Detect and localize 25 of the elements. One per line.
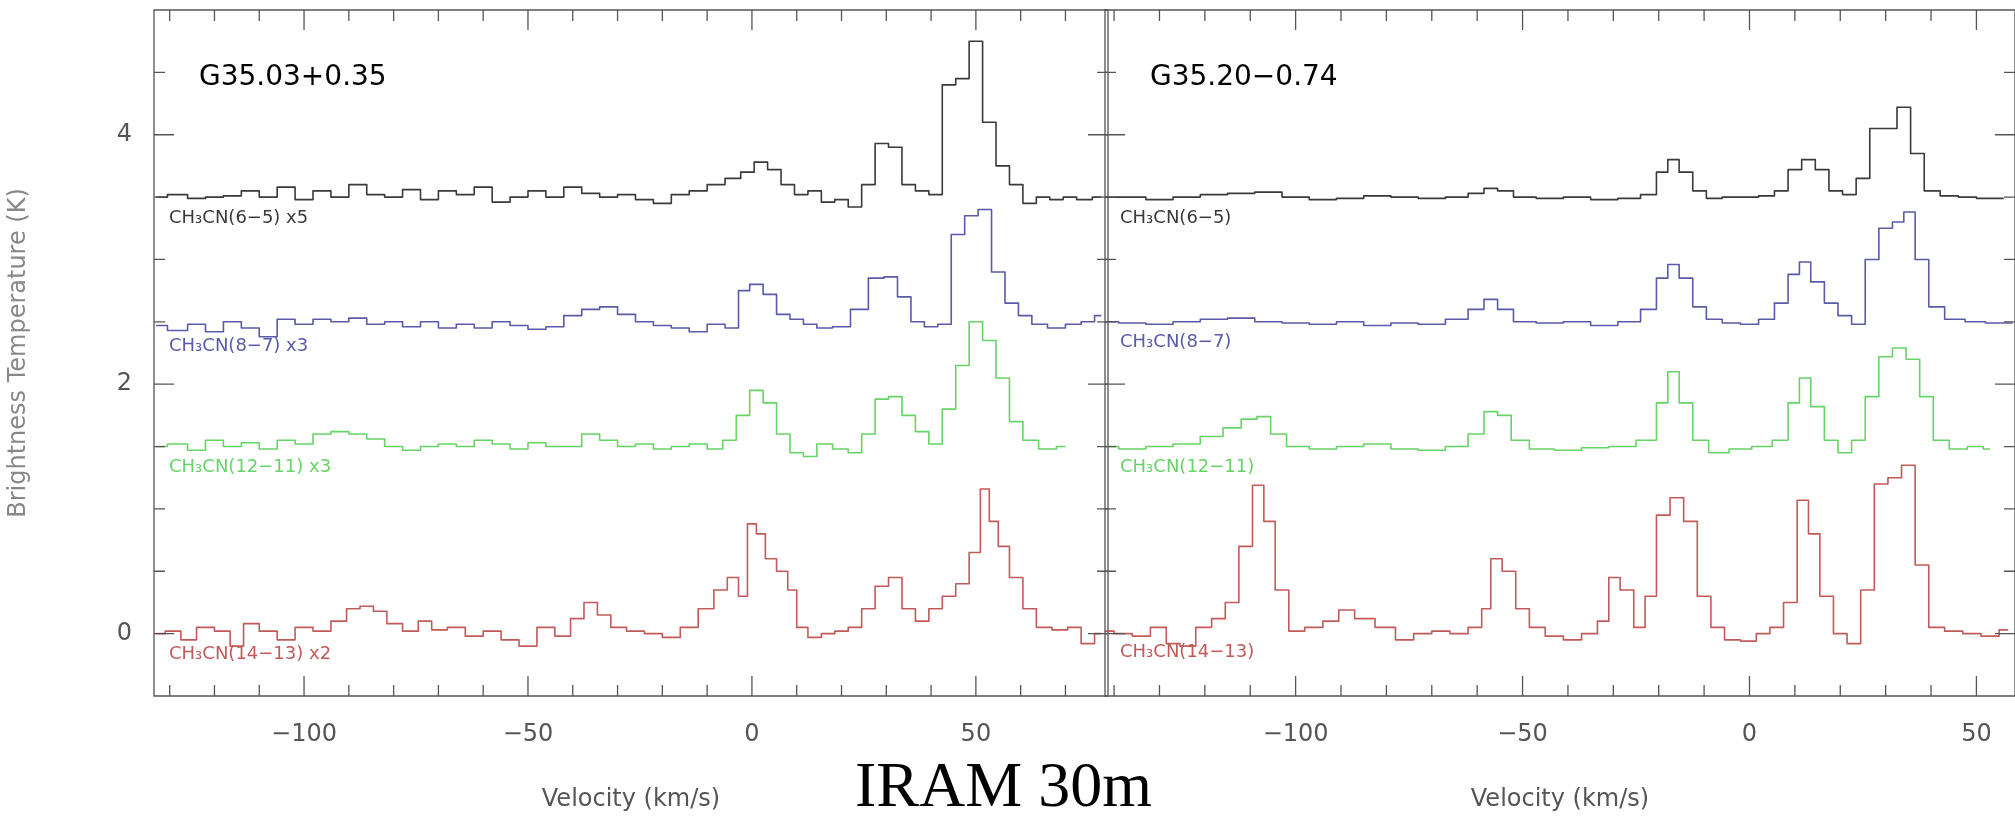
x-tick-label: −100 (271, 718, 337, 747)
text: G35.20−0.74 (1150, 59, 1338, 92)
x-tick-label: −100 (1262, 718, 1329, 747)
series-label: CH₃CN(8−7) (1120, 330, 1232, 352)
x-tick-label: 50 (1961, 718, 1992, 747)
x-axis-title: Velocity (km/s) (541, 783, 721, 812)
x-tick-label: 0 (1741, 718, 1758, 747)
x-tick-label: 0 (744, 718, 760, 747)
series-label: CH₃CN(12−11) (1120, 455, 1255, 477)
series-label: CH₃CN(14−13) x2 (169, 642, 332, 664)
y-axis-title: Brightness Temperature (K) (2, 188, 31, 518)
x-tick-label: −50 (502, 718, 554, 747)
text: G35.03+0.35 (199, 59, 387, 92)
x-axis-title: Velocity (km/s) (1470, 783, 1650, 812)
x-tick-label: 50 (960, 718, 992, 747)
y-tick-label: 0 (116, 617, 132, 646)
y-tick-label: 2 (116, 368, 132, 397)
y-tick-label: 4 (116, 118, 132, 147)
x-tick-label: −50 (1497, 718, 1548, 747)
series-label: CH₃CN(12−11) x3 (169, 455, 332, 477)
series-label: CH₃CN(6−5) x5 (169, 205, 309, 227)
text: IRAM 30m (855, 748, 1152, 818)
series-label: CH₃CN(8−7) x3 (169, 334, 309, 356)
series-label: CH₃CN(14−13) (1120, 639, 1255, 661)
series-label: CH₃CN(6−5) (1120, 205, 1232, 227)
